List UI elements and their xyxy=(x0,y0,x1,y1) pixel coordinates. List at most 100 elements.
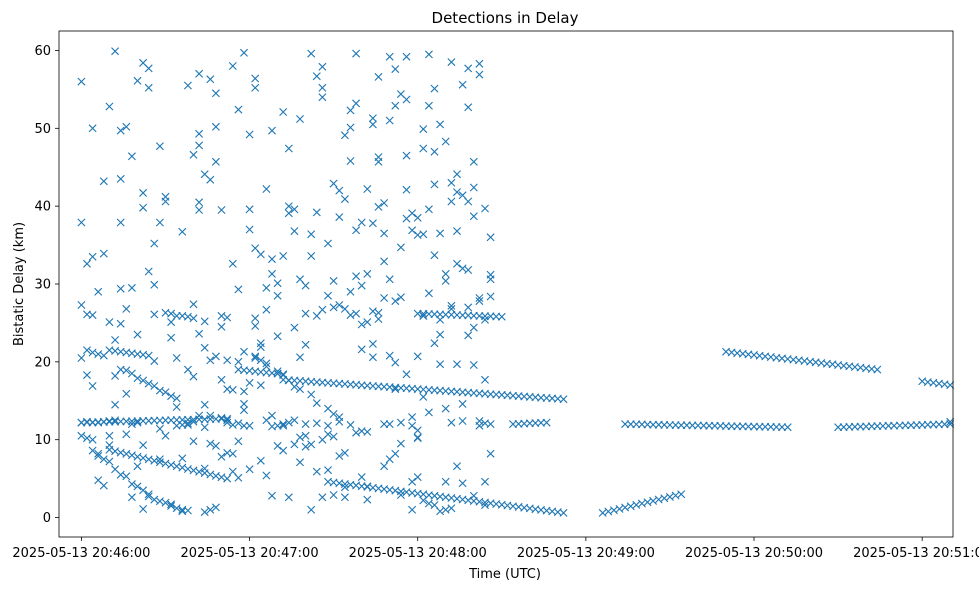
data-point xyxy=(352,272,361,281)
data-point xyxy=(290,323,299,332)
data-point xyxy=(357,473,366,482)
data-point xyxy=(458,417,467,425)
data-point xyxy=(88,348,97,357)
data-point xyxy=(368,114,377,123)
data-point xyxy=(469,323,478,332)
data-point xyxy=(206,75,215,84)
data-point xyxy=(335,301,344,309)
data-point xyxy=(312,72,321,81)
data-point xyxy=(139,203,148,212)
data-point xyxy=(946,381,955,390)
data-point xyxy=(105,431,114,440)
data-point xyxy=(155,142,164,151)
data-point xyxy=(318,305,327,314)
data-point xyxy=(273,279,282,288)
data-point xyxy=(122,472,131,481)
data-point xyxy=(475,421,484,430)
data-point xyxy=(391,101,400,110)
data-point xyxy=(279,108,288,116)
data-point xyxy=(335,417,344,426)
data-point xyxy=(195,141,204,150)
data-point xyxy=(195,129,204,138)
data-point xyxy=(284,209,293,218)
data-point xyxy=(413,473,422,482)
data-point xyxy=(256,381,265,390)
data-point xyxy=(464,303,473,312)
data-point xyxy=(183,81,192,90)
data-point xyxy=(441,505,450,514)
data-point xyxy=(357,320,366,329)
data-point xyxy=(279,252,288,260)
data-point xyxy=(301,309,310,318)
data-point xyxy=(469,157,478,166)
data-point xyxy=(402,95,411,104)
data-point xyxy=(83,371,91,380)
data-point xyxy=(352,99,361,108)
data-point xyxy=(111,400,120,409)
data-point xyxy=(161,498,170,507)
data-point xyxy=(223,313,232,322)
data-point xyxy=(183,312,192,321)
data-point xyxy=(447,418,456,427)
data-point xyxy=(133,462,142,471)
data-point xyxy=(340,131,349,140)
data-point xyxy=(424,408,433,417)
data-point xyxy=(161,388,170,397)
data-point xyxy=(290,440,299,449)
data-point xyxy=(396,491,405,499)
data-point xyxy=(150,382,159,390)
y-axis-label: Bistatic Delay (km) xyxy=(12,222,27,346)
data-point xyxy=(419,125,428,134)
data-point xyxy=(116,174,125,183)
data-point xyxy=(172,504,181,513)
data-point xyxy=(312,399,321,408)
data-point xyxy=(363,185,372,193)
data-point xyxy=(211,122,220,131)
data-point xyxy=(301,281,310,290)
data-point xyxy=(402,370,411,379)
data-point xyxy=(251,314,260,323)
data-point xyxy=(200,317,209,326)
data-point xyxy=(167,309,176,318)
data-point xyxy=(352,226,361,235)
data-point xyxy=(380,229,389,238)
data-point xyxy=(475,59,484,68)
data-point xyxy=(441,137,450,146)
data-point xyxy=(486,420,495,429)
data-point xyxy=(228,385,237,394)
y-tick-label: 50 xyxy=(34,122,51,137)
data-point xyxy=(946,417,955,426)
data-point xyxy=(318,62,327,71)
x-tick-label: 2025-05-13 20:46:00 xyxy=(12,546,150,561)
data-point xyxy=(262,471,271,480)
y-axis: 0 10 20 30 40 50 60 xyxy=(34,44,59,526)
data-point xyxy=(312,419,321,428)
data-point xyxy=(284,202,293,211)
data-point xyxy=(335,213,344,222)
data-point xyxy=(217,311,226,320)
x-tick-label: 2025-05-13 20:47:00 xyxy=(181,546,319,561)
chart-title: Detections in Delay xyxy=(432,9,579,27)
x-axis-label: Time (UTC) xyxy=(468,567,541,582)
data-point xyxy=(346,287,355,296)
data-point xyxy=(172,311,181,320)
data-point xyxy=(542,418,551,427)
data-point xyxy=(447,197,456,206)
data-point xyxy=(469,361,478,369)
x-tick-label: 2025-05-13 20:49:00 xyxy=(517,546,655,561)
data-point xyxy=(385,116,394,125)
data-point xyxy=(447,178,456,187)
data-point xyxy=(144,64,153,73)
data-point xyxy=(296,433,304,442)
data-points xyxy=(77,47,955,517)
data-point xyxy=(368,353,377,362)
data-point xyxy=(441,404,450,413)
data-point xyxy=(111,336,120,344)
data-point xyxy=(268,411,276,420)
data-point xyxy=(290,205,299,214)
data-point xyxy=(380,462,389,471)
data-point xyxy=(424,289,433,298)
data-point xyxy=(195,69,204,78)
data-point xyxy=(139,505,148,513)
data-point xyxy=(88,252,97,261)
